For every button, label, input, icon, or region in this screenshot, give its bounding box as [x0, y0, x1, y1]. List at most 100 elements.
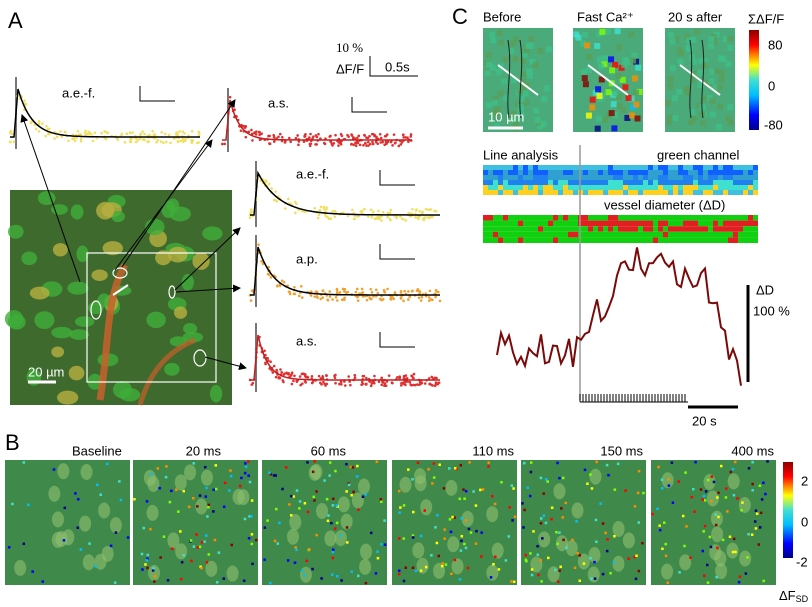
pixel — [182, 554, 185, 557]
pixel — [670, 461, 674, 465]
strip-pixel — [533, 237, 538, 243]
strip-pixel — [508, 165, 513, 170]
trace-label: a.p. — [296, 251, 318, 266]
pixel — [511, 519, 514, 522]
pixel — [667, 484, 671, 487]
frame — [5, 460, 130, 585]
strip-pixel — [753, 165, 758, 170]
strip-pixel — [648, 175, 653, 180]
pixel — [726, 35, 733, 42]
pixel — [635, 554, 638, 558]
strip-pixel — [523, 190, 528, 195]
cell — [445, 479, 458, 496]
data-dot — [383, 143, 386, 147]
strip-pixel — [718, 175, 723, 180]
pixel — [633, 505, 637, 508]
pixel — [244, 462, 247, 465]
data-dot — [143, 138, 146, 142]
strip-pixel — [618, 220, 623, 227]
pixel — [402, 537, 406, 540]
cell — [67, 281, 89, 295]
strip-pixel — [603, 220, 608, 227]
data-dot — [72, 137, 76, 140]
strip-pixel — [618, 170, 623, 175]
cell — [420, 499, 433, 516]
data-dot — [294, 136, 298, 140]
data-dot — [249, 208, 253, 211]
strip-pixel — [508, 180, 513, 185]
strip-pixel — [613, 220, 618, 227]
pixel — [411, 478, 414, 481]
strip-pixel — [573, 170, 578, 175]
strip-pixel — [648, 215, 653, 221]
cell — [164, 362, 180, 376]
pixel — [204, 495, 208, 498]
pixel — [718, 55, 725, 62]
cell — [184, 464, 197, 481]
pixel — [722, 36, 729, 43]
data-dot — [282, 373, 286, 376]
strip-pixel — [518, 215, 523, 221]
trace-scale — [139, 86, 175, 102]
data-dot — [386, 287, 389, 291]
strip-pixel — [723, 185, 728, 190]
data-dot — [152, 134, 156, 137]
data-dot — [360, 383, 363, 387]
pixel — [701, 498, 704, 501]
cell — [308, 464, 321, 481]
data-dot — [402, 217, 405, 221]
data-dot — [141, 130, 144, 133]
pixel — [22, 461, 26, 464]
strip-pixel — [493, 231, 498, 238]
pixel — [350, 570, 353, 574]
data-dot — [416, 288, 420, 291]
pixel — [701, 58, 708, 65]
data-dot — [311, 137, 314, 140]
strip-pixel — [663, 175, 668, 180]
strip-pixel — [613, 231, 618, 238]
data-dot — [401, 133, 405, 137]
pixel — [207, 505, 210, 509]
data-dot — [169, 141, 172, 145]
pixel — [474, 542, 478, 545]
strip-pixel — [518, 170, 523, 175]
strip-pixel — [718, 180, 723, 185]
strip-pixel — [493, 226, 498, 232]
strip-pixel — [653, 231, 658, 238]
data-dot — [250, 128, 253, 132]
pixel — [192, 545, 196, 548]
strip-pixel — [693, 170, 698, 175]
strip-pixel — [678, 231, 683, 238]
arrow — [20, 114, 81, 283]
strip-pixel — [598, 220, 603, 227]
strip-pixel — [683, 215, 688, 221]
pixel — [633, 101, 640, 108]
strip-pixel — [688, 231, 693, 238]
pixel — [560, 507, 563, 510]
data-dot — [280, 371, 284, 374]
strip-pixel — [628, 180, 633, 185]
pixel — [364, 493, 367, 496]
pixel — [664, 542, 667, 546]
cell — [70, 204, 84, 220]
pixel — [74, 492, 77, 495]
strip-pixel — [633, 165, 638, 170]
pixel — [335, 521, 339, 525]
cell — [91, 269, 108, 281]
strip-pixel — [588, 231, 593, 238]
data-dot — [357, 214, 360, 218]
data-dot — [407, 140, 410, 144]
strip-pixel — [503, 190, 508, 195]
pixel — [701, 549, 705, 553]
cell — [547, 566, 560, 583]
strip-pixel — [608, 190, 613, 195]
data-dot — [408, 380, 412, 384]
pixel — [529, 58, 536, 65]
data-dot — [360, 287, 364, 291]
pixel — [158, 486, 161, 490]
pixel — [345, 490, 348, 493]
strip-pixel — [558, 237, 563, 243]
pixel — [669, 38, 676, 45]
data-dot — [353, 214, 357, 218]
strip-pixel — [628, 190, 633, 195]
